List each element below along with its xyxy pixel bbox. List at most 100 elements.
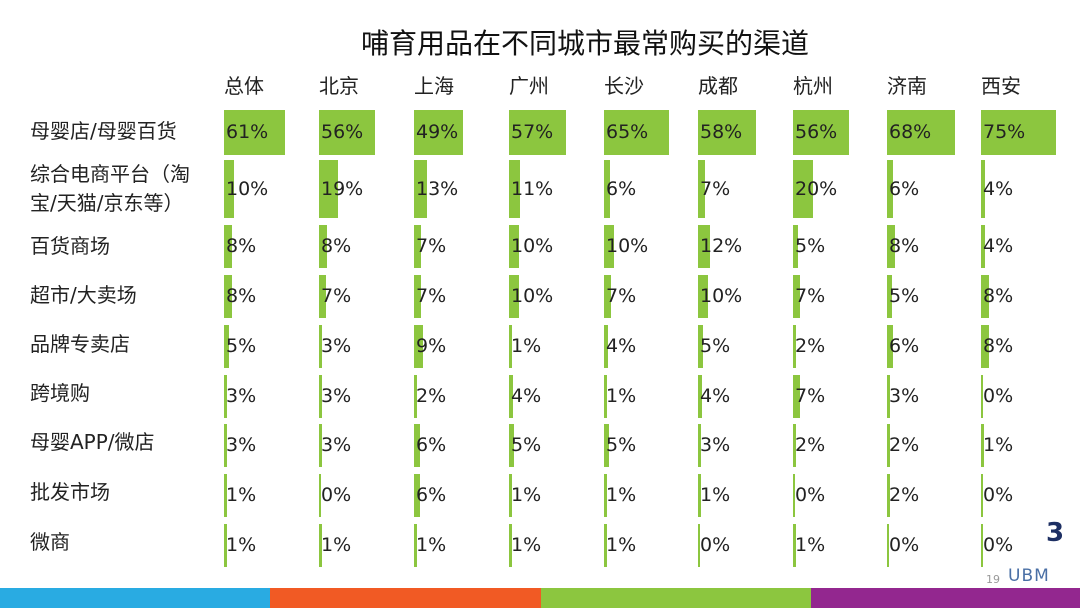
value-bar [981, 375, 983, 418]
value-label: 7% [795, 285, 826, 307]
value-label: 1% [606, 534, 637, 556]
value-label: 0% [700, 534, 731, 556]
table-cell: 7% [793, 375, 888, 418]
table-cell: 0% [887, 524, 982, 567]
value-label: 10% [606, 235, 649, 257]
value-bar [793, 424, 796, 467]
table-cell: 2% [793, 325, 888, 368]
value-label: 4% [511, 385, 542, 407]
value-bar [509, 110, 566, 155]
table-cell: 11% [509, 160, 604, 218]
value-bar [224, 160, 234, 218]
table-cell: 5% [509, 424, 604, 467]
value-label: 8% [226, 285, 257, 307]
footer-stripe-blue [0, 588, 270, 608]
value-bar [414, 424, 420, 467]
table-cell: 1% [793, 524, 888, 567]
table-cell: 1% [224, 474, 319, 517]
table-cell: 57% [509, 110, 604, 155]
table-cell: 6% [414, 474, 509, 517]
value-label: 0% [795, 484, 826, 506]
value-label: 3% [889, 385, 920, 407]
value-bar [224, 524, 227, 567]
value-label: 10% [511, 235, 554, 257]
table-cell: 10% [509, 225, 604, 268]
value-bar [224, 474, 227, 517]
value-label: 2% [795, 434, 826, 456]
table-cell: 10% [509, 275, 604, 318]
row-label: 微商 [30, 530, 70, 554]
value-bar [224, 110, 285, 155]
value-label: 9% [416, 335, 447, 357]
table-cell: 10% [224, 160, 319, 218]
value-bar [793, 110, 849, 155]
table-cell: 1% [604, 375, 699, 418]
value-label: 3% [321, 434, 352, 456]
value-label: 61% [226, 121, 269, 143]
value-bar [509, 325, 512, 368]
value-label: 1% [983, 434, 1014, 456]
value-bar [509, 225, 519, 268]
value-label: 19% [321, 178, 364, 200]
table-cell: 3% [224, 424, 319, 467]
value-bar [887, 325, 893, 368]
value-label: 0% [983, 484, 1014, 506]
row-label: 综合电商平台（淘宝/天猫/京东等） [30, 162, 190, 215]
value-bar [981, 225, 985, 268]
value-label: 11% [511, 178, 554, 200]
value-bar [509, 424, 514, 467]
table-cell: 3% [224, 375, 319, 418]
value-bar [319, 474, 321, 517]
value-label: 2% [889, 434, 920, 456]
value-bar [793, 225, 798, 268]
row-label: 母婴APP/微店 [30, 430, 155, 454]
table-cell: 8% [981, 275, 1076, 318]
value-bar [414, 474, 420, 517]
row-label: 母婴店/母婴百货 [30, 119, 177, 143]
value-label: 4% [606, 335, 637, 357]
table-cell: 5% [698, 325, 793, 368]
value-label: 7% [321, 285, 352, 307]
value-label: 58% [700, 121, 743, 143]
column-header: 总体 [224, 74, 264, 98]
value-label: 2% [416, 385, 447, 407]
value-bar [319, 524, 322, 567]
value-bar [981, 275, 989, 318]
table-cell: 75% [981, 110, 1076, 155]
value-label: 1% [321, 534, 352, 556]
value-label: 7% [416, 285, 447, 307]
table-cell: 7% [793, 275, 888, 318]
value-bar [509, 474, 512, 517]
value-bar [887, 110, 955, 155]
table-cell: 1% [604, 524, 699, 567]
value-label: 4% [983, 235, 1014, 257]
value-label: 8% [321, 235, 352, 257]
value-bar [887, 375, 890, 418]
table-cell: 8% [224, 225, 319, 268]
value-bar [224, 275, 232, 318]
table-cell: 0% [793, 474, 888, 517]
value-label: 5% [700, 335, 731, 357]
logo-mark-icon: 3 [1046, 518, 1065, 548]
value-bar [414, 524, 417, 567]
value-label: 20% [795, 178, 838, 200]
table-cell: 3% [319, 424, 414, 467]
table-cell: 7% [698, 160, 793, 218]
value-bar [604, 524, 607, 567]
table-cell: 4% [981, 160, 1076, 218]
table-cell: 2% [887, 424, 982, 467]
value-bar [698, 424, 701, 467]
value-label: 1% [511, 534, 542, 556]
footer-stripe-green [541, 588, 811, 608]
table-cell: 3% [319, 325, 414, 368]
table-cell: 56% [319, 110, 414, 155]
table-cell: 65% [604, 110, 699, 155]
value-label: 6% [416, 434, 447, 456]
value-label: 4% [700, 385, 731, 407]
value-bar [887, 524, 889, 567]
table-cell: 19% [319, 160, 414, 218]
value-label: 8% [226, 235, 257, 257]
value-bar [604, 110, 669, 155]
footer-stripe-orange [270, 588, 541, 608]
table-cell: 6% [414, 424, 509, 467]
